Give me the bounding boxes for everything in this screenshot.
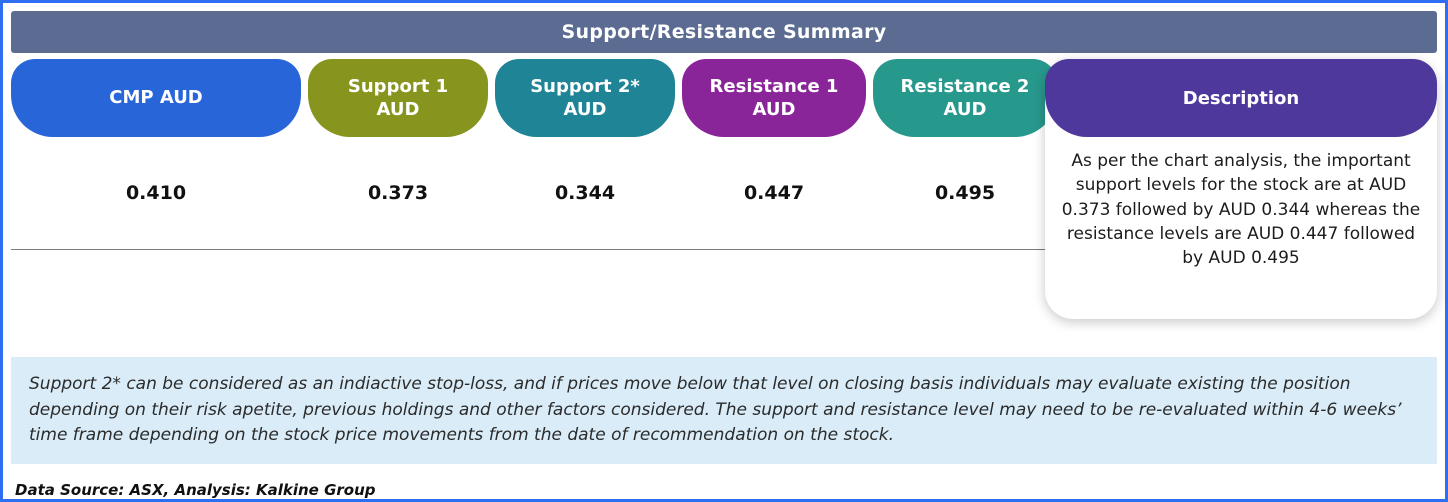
column-header-support1: Support 1 AUD [308,59,488,137]
stop-loss-note: Support 2* can be considered as an india… [11,357,1437,464]
value-support1: 0.373 [367,182,429,204]
column-header-resistance2: Resistance 2 AUD [873,59,1057,137]
row-separator-line [11,249,1049,250]
value-cmp: 0.410 [125,182,187,204]
column-header-label: Support 2* [530,75,640,97]
value-support2: 0.344 [554,182,616,204]
column-header-sublabel: AUD [752,99,796,120]
data-source-line: Data Source: ASX, Analysis: Kalkine Grou… [15,480,376,499]
column-header-sublabel: AUD [376,99,420,120]
column-header-cmp: CMP AUD [11,59,301,137]
table-area: CMP AUD Support 1 AUD Support 2* AUD Res… [11,59,1437,319]
column-header-label: Resistance 2 [900,75,1030,97]
column-header-resistance1: Resistance 1 AUD [682,59,866,137]
column-header-label: CMP AUD [109,87,203,109]
column-headers-row: CMP AUD Support 1 AUD Support 2* AUD Res… [11,59,1437,137]
description-card: Description As per the chart analysis, t… [1045,59,1437,319]
column-header-support2: Support 2* AUD [495,59,675,137]
column-header-sublabel: AUD [563,99,607,120]
table-title-bar: Support/Resistance Summary [11,11,1437,53]
column-header-label: Support 1 [347,75,449,97]
table-title: Support/Resistance Summary [561,21,887,43]
column-header-label: Description [1182,87,1300,109]
column-header-description: Description [1045,59,1437,137]
description-text: As per the chart analysis, the important… [1061,151,1421,269]
value-resistance1: 0.447 [743,182,805,204]
values-row: 0.410 0.373 0.344 0.447 0.495 [11,137,1437,249]
value-resistance2: 0.495 [934,182,996,204]
column-header-sublabel: AUD [943,99,987,120]
column-header-label: Resistance 1 [709,75,839,97]
